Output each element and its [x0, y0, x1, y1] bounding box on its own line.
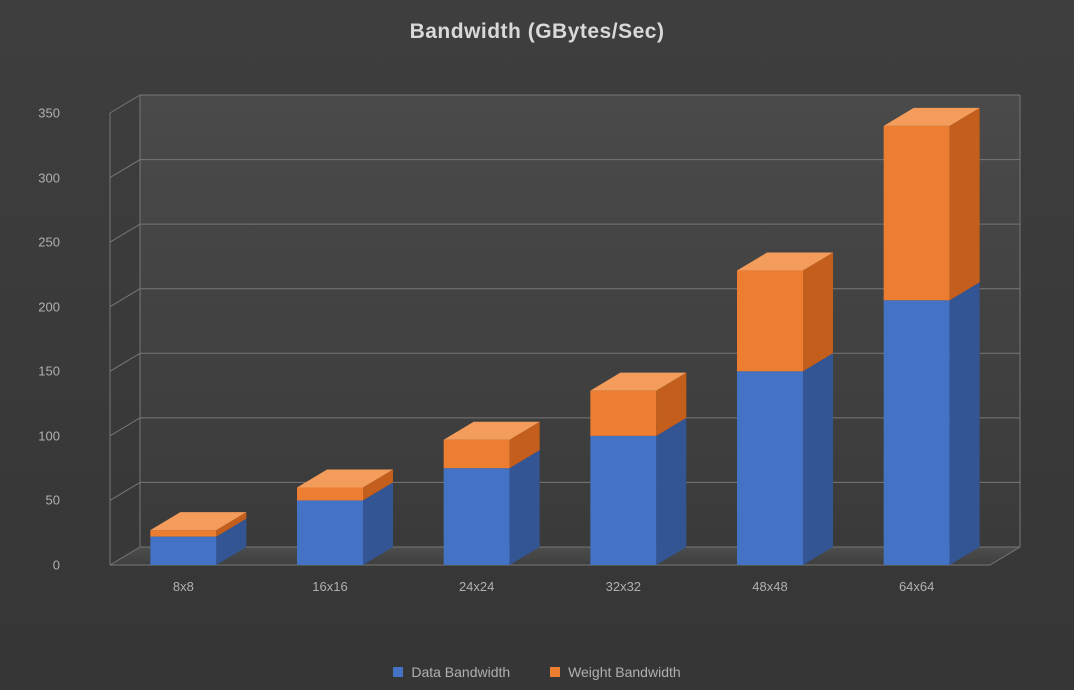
- y-tick-200: 200: [20, 299, 60, 314]
- y-tick-150: 150: [20, 364, 60, 379]
- scene-group: [110, 95, 1020, 565]
- y-tick-0: 0: [20, 558, 60, 573]
- legend: Data Bandwidth Weight Bandwidth: [0, 664, 1074, 680]
- y-tick-250: 250: [20, 235, 60, 250]
- x-category-32x32: 32x32: [606, 579, 641, 594]
- chart-title: Bandwidth (GBytes/Sec): [0, 20, 1074, 44]
- legend-item-weight-bandwidth: Weight Bandwidth: [550, 664, 681, 680]
- x-category-24x24: 24x24: [459, 579, 494, 594]
- legend-label-weight-bandwidth: Weight Bandwidth: [568, 664, 681, 680]
- y-tick-350: 350: [20, 106, 60, 121]
- x-category-8x8: 8x8: [173, 579, 194, 594]
- x-category-64x64: 64x64: [899, 579, 934, 594]
- plot-area: 050100150200250300350 8x816x1624x2432x32…: [70, 85, 1040, 615]
- legend-item-data-bandwidth: Data Bandwidth: [393, 664, 510, 680]
- x-category-16x16: 16x16: [312, 579, 347, 594]
- legend-swatch-weight-bandwidth: [550, 667, 560, 677]
- y-tick-50: 50: [20, 493, 60, 508]
- x-category-48x48: 48x48: [752, 579, 787, 594]
- y-tick-100: 100: [20, 428, 60, 443]
- legend-swatch-data-bandwidth: [393, 667, 403, 677]
- legend-label-data-bandwidth: Data Bandwidth: [411, 664, 510, 680]
- chart-svg: [70, 85, 1040, 615]
- chart-container: Bandwidth (GBytes/Sec) 0 50 100 150 200 250 30…: [0, 0, 1074, 690]
- y-tick-300: 300: [20, 170, 60, 185]
